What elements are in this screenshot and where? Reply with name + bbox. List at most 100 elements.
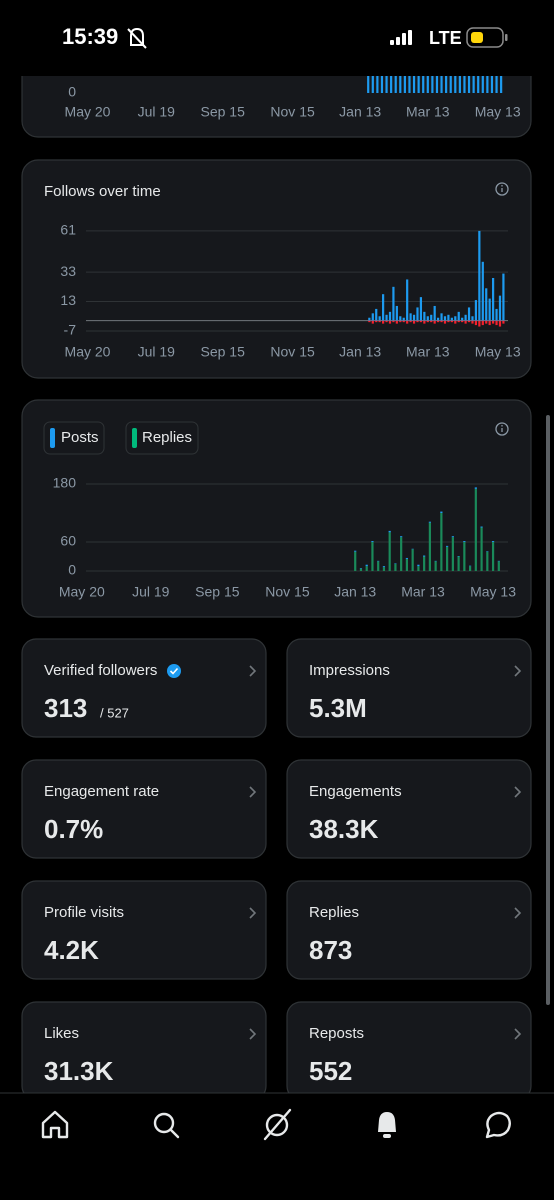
x-tick-label: Nov 15 bbox=[270, 104, 315, 120]
nav-messages[interactable] bbox=[485, 1111, 511, 1139]
metrics-grid: Verified followers 313 / 527 Impressions 5.3… bbox=[21, 638, 532, 1101]
chevron bbox=[514, 786, 522, 798]
verified-badge bbox=[167, 664, 181, 678]
bar bbox=[468, 566, 472, 571]
bar bbox=[440, 320, 443, 323]
bar bbox=[491, 542, 495, 571]
bar bbox=[354, 550, 357, 552]
x-tick-label: Jan 13 bbox=[334, 584, 376, 600]
bar bbox=[433, 320, 436, 324]
nav-search[interactable] bbox=[153, 1112, 180, 1139]
bar bbox=[464, 320, 467, 324]
bar bbox=[423, 555, 426, 557]
bar bbox=[461, 317, 464, 321]
bar bbox=[368, 320, 371, 323]
bar bbox=[451, 536, 454, 538]
bar bbox=[365, 564, 368, 567]
x-tick-label: Sep 15 bbox=[195, 584, 240, 600]
bar bbox=[426, 320, 429, 323]
bar bbox=[440, 513, 443, 571]
metric-card-bg bbox=[286, 880, 532, 980]
bar bbox=[382, 567, 386, 571]
bar bbox=[382, 294, 385, 321]
bar bbox=[419, 320, 423, 323]
bar bbox=[365, 566, 368, 571]
bar bbox=[382, 320, 385, 324]
bar bbox=[371, 542, 374, 571]
y-tick-label: -7 bbox=[64, 322, 77, 338]
metric-label: Verified followers bbox=[44, 662, 157, 679]
bar bbox=[423, 320, 426, 324]
bar bbox=[454, 320, 457, 324]
bar bbox=[388, 532, 391, 571]
legend-replies[interactable]: Replies bbox=[125, 421, 199, 455]
bar bbox=[416, 307, 419, 321]
x-tick-label: Nov 15 bbox=[265, 584, 310, 600]
metric-value: 38.3K bbox=[309, 814, 379, 844]
bar bbox=[392, 286, 395, 321]
metric-card-bg bbox=[286, 759, 532, 859]
nav-home[interactable] bbox=[41, 1110, 69, 1139]
bar bbox=[400, 536, 403, 538]
bar bbox=[412, 320, 416, 324]
bar bbox=[474, 320, 478, 326]
bar bbox=[467, 307, 471, 321]
bar bbox=[491, 541, 495, 543]
bar bbox=[498, 320, 502, 327]
chevron bbox=[249, 665, 257, 677]
legend-posts[interactable]: Posts bbox=[43, 421, 105, 455]
nav-notifications[interactable] bbox=[378, 1112, 396, 1138]
x-tick-label: Jul 19 bbox=[132, 584, 170, 600]
bar bbox=[385, 314, 388, 321]
chevron bbox=[514, 1028, 522, 1040]
nav-grok[interactable] bbox=[263, 1108, 292, 1141]
metric-label: Reposts bbox=[309, 1025, 364, 1042]
bar bbox=[371, 320, 374, 324]
badge-circle bbox=[167, 664, 181, 678]
legend-label: Posts bbox=[61, 429, 99, 446]
metric-card[interactable]: Engagements 38.3K bbox=[286, 759, 532, 859]
metric-card[interactable]: Reposts 552 bbox=[286, 1001, 532, 1101]
metric-card[interactable]: Engagement rate 0.7% bbox=[21, 759, 267, 859]
x-tick-label: Sep 15 bbox=[201, 104, 246, 120]
bar bbox=[359, 568, 363, 571]
bar bbox=[463, 542, 466, 571]
bar bbox=[409, 313, 412, 321]
bar bbox=[433, 305, 436, 321]
bar bbox=[474, 300, 478, 321]
bar bbox=[419, 297, 423, 321]
bar bbox=[399, 320, 402, 323]
bar bbox=[474, 488, 477, 571]
bar bbox=[411, 549, 414, 571]
bar bbox=[486, 551, 489, 571]
metric-card[interactable]: Replies 873 bbox=[286, 880, 532, 980]
bar bbox=[394, 563, 397, 571]
metric-card[interactable]: Verified followers 313 / 527 bbox=[21, 638, 267, 738]
x-tick-label: May 13 bbox=[475, 344, 521, 360]
bar bbox=[446, 545, 449, 547]
info-icon[interactable] bbox=[495, 182, 509, 196]
bar bbox=[492, 277, 495, 321]
x-tick-label: Mar 13 bbox=[401, 584, 445, 600]
bar bbox=[457, 556, 460, 571]
y-tick-label: 180 bbox=[53, 475, 77, 491]
metric-card[interactable]: Impressions 5.3M bbox=[286, 638, 532, 738]
bar bbox=[406, 320, 409, 324]
bar bbox=[431, 59, 434, 93]
info-icon[interactable] bbox=[495, 422, 509, 436]
mute-icon bbox=[127, 27, 147, 49]
x-tick-label: Jul 19 bbox=[138, 104, 176, 120]
metric-card[interactable]: Profile visits 4.2K bbox=[21, 880, 267, 980]
bar bbox=[446, 546, 449, 571]
bar bbox=[412, 314, 416, 321]
follows-chart: 61 33 13 -7 May 20 Jul 19 Sep 15 Nov 15 Jan 13 Ma… bbox=[60, 222, 520, 360]
status-time: 15:39 bbox=[62, 24, 118, 49]
bar bbox=[447, 314, 450, 321]
chevron bbox=[514, 907, 522, 919]
bar bbox=[371, 313, 374, 321]
metric-card[interactable]: Likes 31.3K bbox=[21, 1001, 267, 1101]
x-tick-label: Mar 13 bbox=[406, 104, 450, 120]
network-label: LTE bbox=[429, 28, 462, 48]
bar bbox=[354, 551, 357, 571]
